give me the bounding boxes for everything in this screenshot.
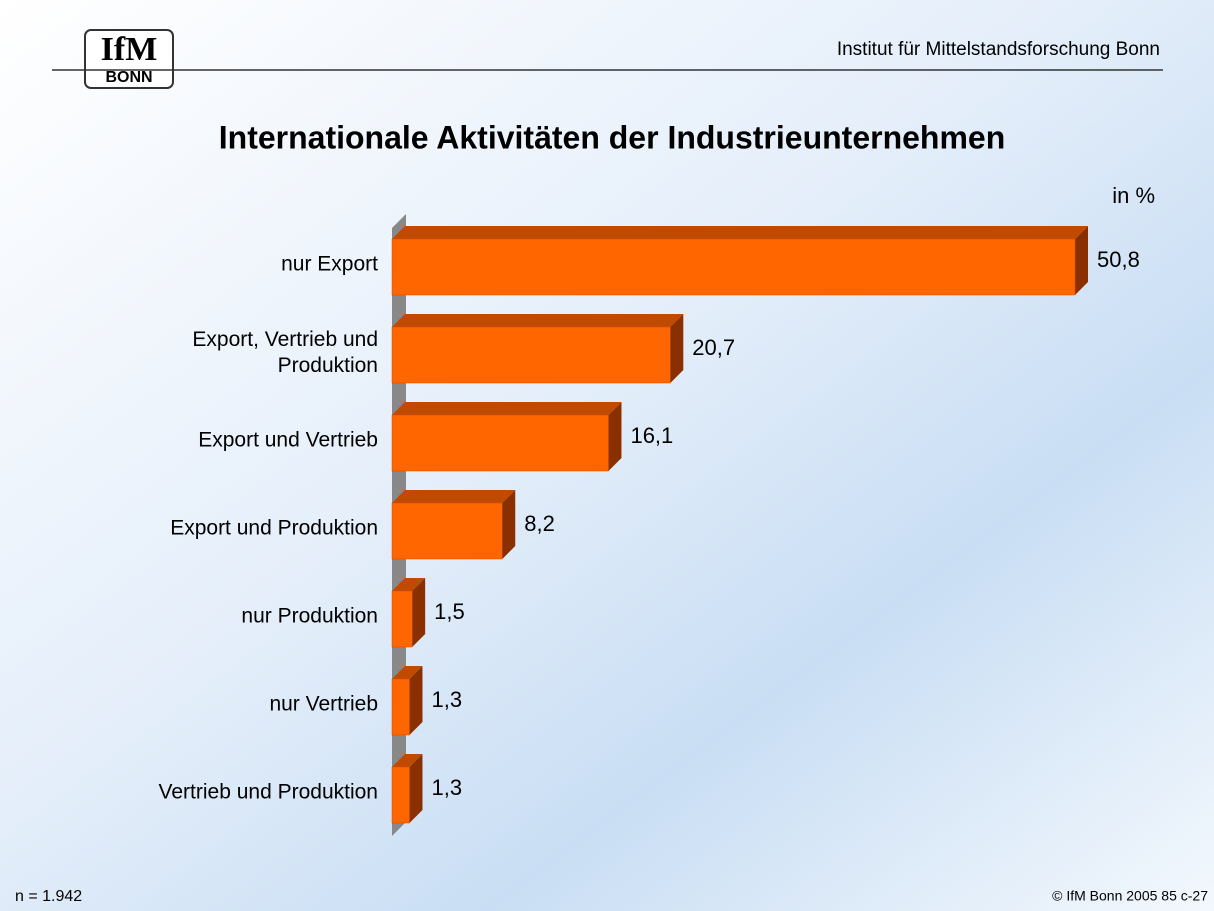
bar xyxy=(391,238,1076,296)
bar-top xyxy=(392,226,1088,239)
footer-copyright: © IfM Bonn 2005 85 c-27 xyxy=(1052,888,1208,904)
header-text: Institut für Mittelstandsforschung Bonn xyxy=(837,39,1160,60)
category-label: Vertrieb und Produktion xyxy=(159,781,378,804)
category-label: nur Export xyxy=(281,253,378,276)
unit-label: in % xyxy=(1112,183,1155,208)
chart-title: Internationale Aktivitäten der Industrie… xyxy=(219,119,1006,155)
bar xyxy=(391,326,671,384)
value-label: 8,2 xyxy=(524,511,555,536)
bar-top xyxy=(392,754,423,767)
bar-side xyxy=(409,754,423,823)
logo-box xyxy=(84,29,174,89)
value-label: 16,1 xyxy=(630,423,673,448)
category-label: nur Produktion xyxy=(241,605,378,628)
category-label: Export und Produktion xyxy=(170,517,378,540)
logo: IfM BONN xyxy=(84,29,174,89)
bar-top xyxy=(392,402,622,415)
bar xyxy=(391,414,609,472)
bar-top xyxy=(392,314,684,327)
bar-side xyxy=(412,578,426,647)
value-label: 1,3 xyxy=(431,687,462,712)
bar-side xyxy=(1075,226,1088,295)
bar xyxy=(391,678,410,736)
value-label: 50,8 xyxy=(1097,247,1140,272)
value-label: 1,3 xyxy=(431,775,462,800)
category-label: Export und Vertrieb xyxy=(198,429,378,452)
bar-top xyxy=(392,666,423,679)
bar-side xyxy=(608,402,622,471)
bar xyxy=(391,502,503,560)
bar-side xyxy=(409,666,423,735)
logo-sub: BONN xyxy=(105,69,152,86)
bar-side xyxy=(502,490,516,559)
bar-top xyxy=(392,578,426,591)
value-label: 1,5 xyxy=(434,599,465,624)
bar xyxy=(391,590,413,648)
footer-sample: n = 1.942 xyxy=(15,888,82,905)
value-label: 20,7 xyxy=(692,335,735,360)
bar-top xyxy=(392,490,516,503)
bar xyxy=(391,766,410,824)
bar-side xyxy=(670,314,684,383)
logo-text: IfM xyxy=(101,31,158,68)
category-label: nur Vertrieb xyxy=(269,693,378,716)
category-label: Export, Vertrieb und Produktion xyxy=(192,328,378,377)
